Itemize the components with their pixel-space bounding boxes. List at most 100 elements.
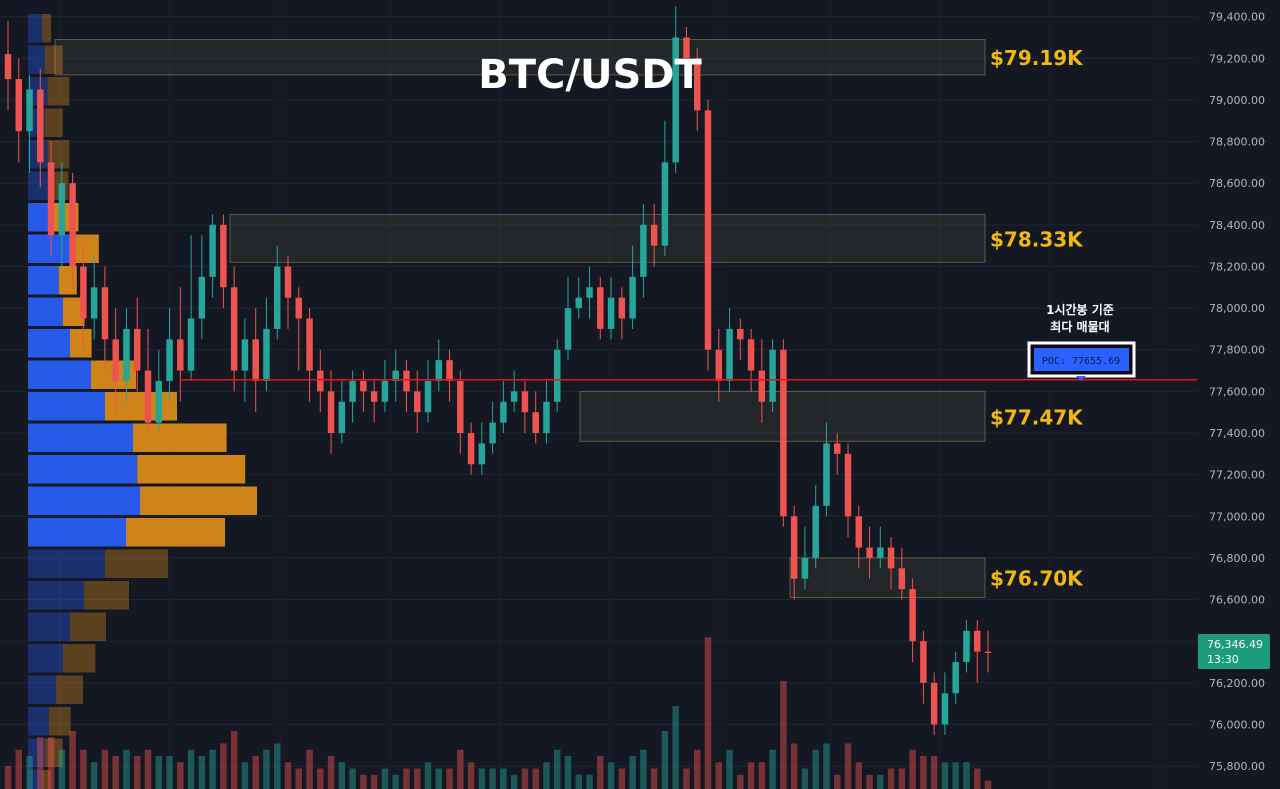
candle-body [812, 505, 819, 558]
candle-body [780, 349, 787, 517]
volume-profile-sell [56, 675, 83, 704]
y-tick-label: 77,000.00 [1209, 510, 1265, 523]
candle-body [446, 360, 453, 381]
candle-body [790, 516, 798, 579]
candle-body [37, 89, 44, 163]
volume-bar [306, 749, 313, 789]
price-zone [229, 213, 986, 263]
volume-bar [650, 768, 658, 789]
volume-bar [230, 731, 238, 789]
volume-profile-sell [63, 297, 85, 326]
volume-bar [263, 749, 270, 789]
volume-bar [694, 749, 701, 789]
volume-profile-buy [28, 171, 51, 200]
candle-body [629, 276, 636, 319]
volume-bar [370, 774, 378, 789]
volume-bar [424, 762, 432, 789]
volume-bar [381, 768, 389, 789]
volume-bar [855, 762, 862, 789]
candle-body [90, 287, 98, 319]
last-price-value: 76,346.49 [1207, 638, 1263, 651]
volume-profile-buy [28, 234, 70, 263]
volume-bar [446, 768, 453, 789]
volume-bar [403, 768, 410, 789]
volume-bar [984, 780, 992, 789]
volume-bar [489, 768, 496, 789]
candle-body [134, 328, 141, 371]
volume-profile-buy [28, 644, 63, 673]
y-tick-label: 75,800.00 [1209, 760, 1265, 773]
volume-bar [554, 749, 561, 789]
volume-bar [166, 756, 173, 789]
volume-bar [726, 749, 733, 789]
volume-bar [392, 774, 399, 789]
volume-profile-sell [58, 266, 77, 295]
candle-body [747, 339, 755, 371]
y-tick-label: 78,000.00 [1209, 302, 1265, 315]
candle-body [435, 360, 442, 381]
volume-profile-sell [105, 392, 177, 421]
volume-profile-buy [28, 297, 63, 326]
zone-label: $79.19K [990, 46, 1084, 70]
volume-bar [920, 756, 927, 789]
volume-bar [457, 749, 464, 789]
volume-bar [500, 768, 507, 789]
volume-bar [930, 756, 938, 789]
zone-label: $78.33K [990, 227, 1084, 251]
candle-body [930, 682, 938, 725]
candle-body [457, 380, 464, 434]
volume-bar [478, 768, 486, 789]
volume-profile-buy [28, 486, 140, 515]
candle-body [155, 380, 162, 423]
candles [4, 6, 992, 735]
candle-body [737, 328, 744, 340]
volume-bar [317, 768, 324, 789]
candle-body [510, 391, 518, 402]
volume-bar [952, 762, 959, 789]
y-tick-label: 76,000.00 [1209, 718, 1265, 731]
candle-body [672, 37, 679, 163]
volume-profile-sell [133, 423, 227, 452]
y-tick-label: 76,800.00 [1209, 552, 1265, 565]
price-axis[interactable]: 79,400.00 79,200.00 79,000.00 78,800.00 78,6… [1209, 11, 1265, 773]
volume-profile-sell [44, 45, 63, 74]
candle-body [877, 547, 884, 558]
volume-profile-sell [42, 14, 51, 43]
candle-body [844, 453, 852, 517]
volume-bar [683, 768, 690, 789]
volume-bar [801, 768, 809, 789]
volume-bar [812, 749, 819, 789]
candle-body [123, 328, 130, 381]
candle-body [769, 349, 776, 402]
candle-body [80, 266, 87, 319]
candle-body [952, 662, 959, 694]
candle-body [403, 370, 410, 392]
volume-bar [618, 768, 626, 789]
volume-bar [521, 768, 529, 789]
candle-body [284, 266, 292, 298]
candle-body [694, 58, 701, 111]
volume-bar [909, 749, 916, 789]
candle-body [381, 380, 389, 402]
candle-body [909, 589, 916, 642]
volume-profile-buy [28, 392, 105, 421]
candle-body [801, 557, 809, 579]
candle-body [887, 547, 895, 569]
poc-label[interactable]: POC: 77655.69 [1027, 341, 1136, 381]
candle-body [26, 89, 33, 132]
y-tick-label: 79,400.00 [1209, 11, 1265, 24]
volume-profile-buy [28, 455, 138, 484]
candle-body [198, 276, 206, 319]
volume-bar [844, 743, 852, 789]
candle-body [101, 287, 109, 340]
candle-body [360, 380, 367, 392]
volume-bar [467, 762, 475, 789]
y-tick-label: 78,800.00 [1209, 136, 1265, 149]
last-price-time: 13:30 [1207, 653, 1239, 666]
volume-bar [758, 762, 766, 789]
volume-bar [327, 756, 335, 789]
volume-profile-sell [126, 518, 225, 547]
candle-body [564, 308, 572, 350]
poc-label-text: POC: 77655.69 [1042, 356, 1120, 367]
